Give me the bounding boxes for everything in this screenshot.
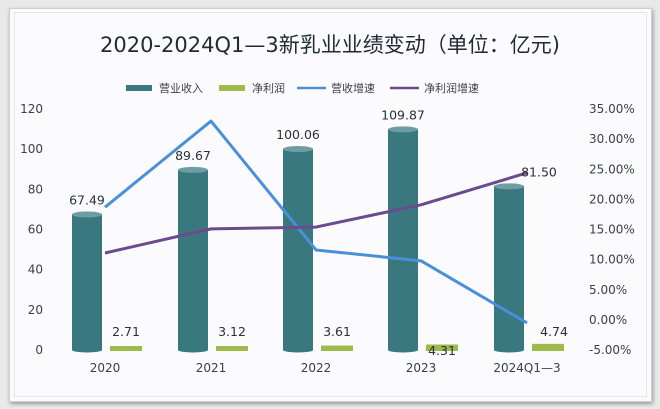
revenue-bar <box>72 214 102 350</box>
legend-label-net-profit-growth: 净利润增速 <box>424 81 479 95</box>
lines <box>104 119 528 325</box>
left-tick-label: 40 <box>28 263 43 277</box>
net-profit-bar <box>216 346 248 351</box>
right-tick-label: 30.00% <box>589 132 635 146</box>
revenue-bar-cap <box>178 166 208 173</box>
revenue-bar-cap <box>72 211 102 218</box>
legend-label-net-profit: 净利润 <box>252 81 285 95</box>
revenue-data-label: 100.06 <box>276 127 320 142</box>
left-axis: 0 20 40 60 80 100 120 <box>20 102 43 357</box>
net-profit-data-label: 2.71 <box>112 324 140 339</box>
revenue-bar-base <box>494 347 524 353</box>
right-axis: -5.00% 0.00% 5.00% 10.00% 15.00% 20.00% 25.00%… <box>589 102 635 357</box>
revenue-bar-base <box>283 347 313 353</box>
right-tick-label: 35.00% <box>589 102 635 116</box>
revenue-bar-base <box>178 347 208 353</box>
revenue-data-label: 89.67 <box>175 148 211 163</box>
right-tick-label: 20.00% <box>589 192 635 206</box>
legend-swatch-net-profit <box>219 85 245 91</box>
revenue-bar-cap <box>388 126 418 133</box>
left-tick-label: 0 <box>35 343 43 357</box>
revenue-bar-base <box>388 347 418 353</box>
left-tick-label: 120 <box>20 102 43 116</box>
right-tick-label: 10.00% <box>589 253 635 267</box>
x-tick-label: 2020 <box>90 361 121 375</box>
legend-label-revenue: 营业收入 <box>159 81 203 95</box>
revenue-data-label: 81.50 <box>521 164 557 179</box>
revenue-data-label: 109.87 <box>381 107 425 122</box>
revenue-bar-cap <box>283 146 313 153</box>
net-profit-data-label: 4.74 <box>540 324 568 339</box>
net-profit-data-label: 3.61 <box>323 324 351 339</box>
right-tick-label: 5.00% <box>589 283 627 297</box>
left-tick-label: 20 <box>28 303 43 317</box>
left-tick-label: 100 <box>20 142 43 156</box>
net-profit-bar <box>426 344 458 351</box>
right-tick-label: 25.00% <box>589 162 635 176</box>
legend: 营业收入 净利润 营收增速 净利润增速 <box>126 81 479 95</box>
net-profit-data-label: 3.12 <box>218 324 246 339</box>
net-profit-data-label: 4.31 <box>428 343 456 358</box>
legend-label-revenue-growth: 营收增速 <box>331 81 375 95</box>
net-profit-bar <box>532 343 564 351</box>
x-tick-label: 2023 <box>406 361 437 375</box>
x-tick-label: 2024Q1—3 <box>493 361 560 375</box>
right-tick-label: 15.00% <box>589 223 635 237</box>
revenue-bar <box>494 186 524 350</box>
revenue-bar-cap <box>494 183 524 190</box>
revenue-data-label: 67.49 <box>69 192 105 207</box>
x-tick-label: 2021 <box>196 361 227 375</box>
chart-title: 2020-2024Q1—3新乳业业绩变动（单位：亿元) <box>100 33 560 57</box>
left-tick-label: 60 <box>28 223 43 237</box>
revenue-bar-base <box>72 347 102 353</box>
chart-inner-border <box>14 12 647 397</box>
chart-frame <box>9 8 652 402</box>
revenue-growth-line <box>104 119 528 325</box>
net-profit-growth-line <box>104 171 528 255</box>
net-profit-bar <box>321 345 353 351</box>
legend-swatch-revenue <box>126 85 152 91</box>
revenue-bar <box>283 149 313 350</box>
bars <box>72 126 564 353</box>
net-profit-bar <box>110 346 142 351</box>
revenue-bar <box>388 129 418 350</box>
left-tick-label: 80 <box>28 182 43 196</box>
right-tick-label: 0.00% <box>589 313 627 327</box>
x-axis: 2020 2021 2022 2023 2024Q1—3 <box>90 361 561 375</box>
data-labels: 67.49 89.67 100.06 109.87 81.50 2.71 3.12 3.61 4… <box>69 107 568 358</box>
right-tick-label: -5.00% <box>589 343 631 357</box>
x-tick-label: 2022 <box>301 361 332 375</box>
revenue-bar <box>178 169 208 350</box>
